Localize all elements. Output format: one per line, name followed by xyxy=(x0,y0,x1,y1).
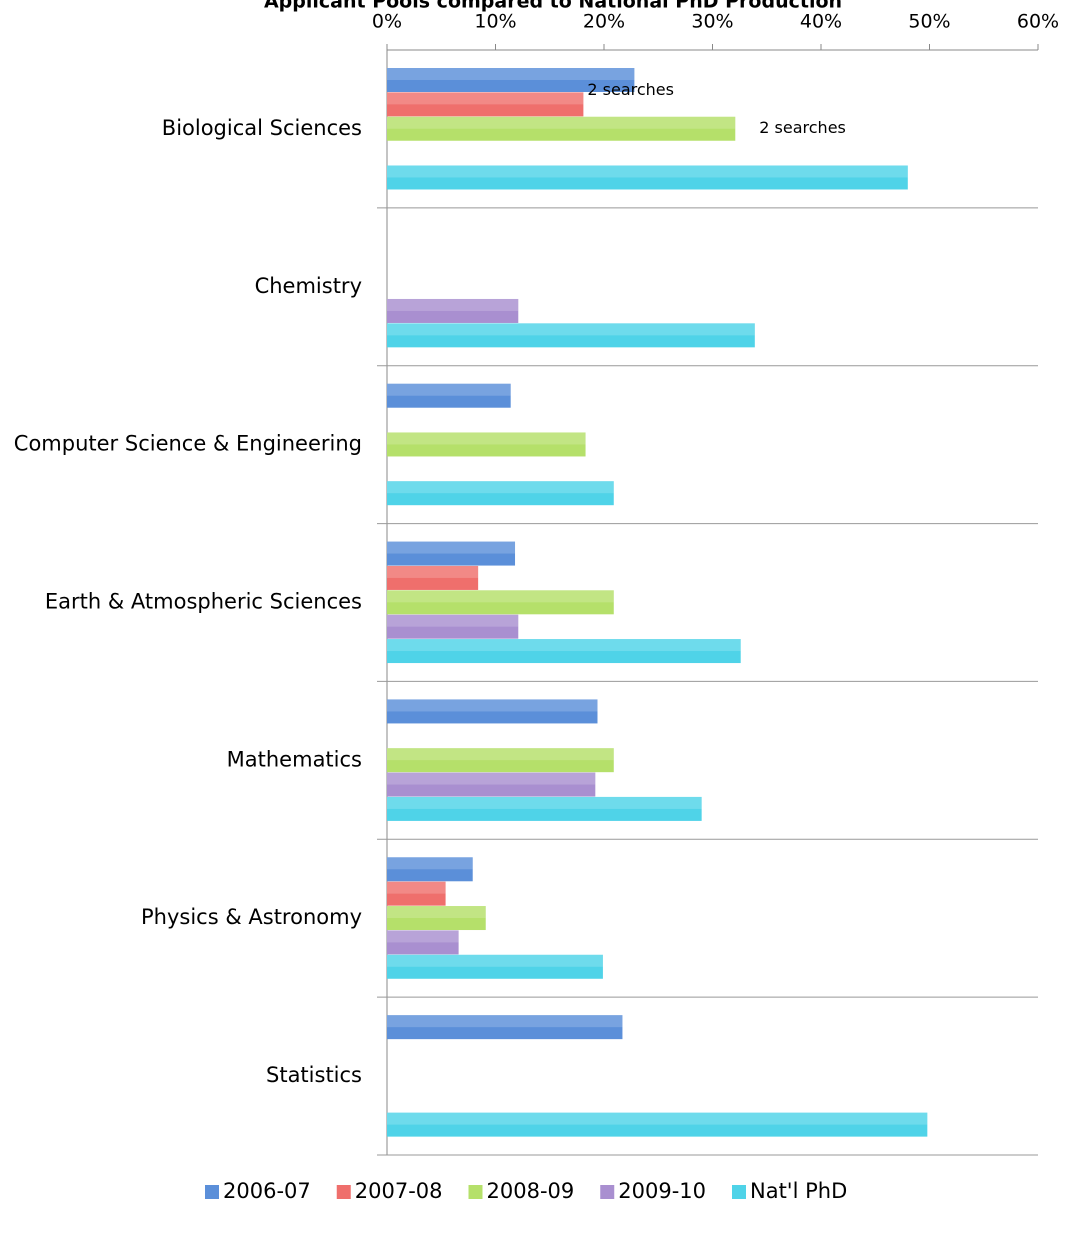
bar xyxy=(387,92,584,117)
bar xyxy=(387,748,614,773)
bar-shine xyxy=(387,796,702,809)
bar-shine xyxy=(387,298,519,311)
bar-shine xyxy=(387,116,736,129)
bar xyxy=(387,541,516,566)
bar-shine xyxy=(387,699,598,712)
bar-shine xyxy=(387,881,446,894)
bar-shine xyxy=(387,906,486,919)
x-tick-label: 20% xyxy=(583,11,625,33)
x-tick-label: 0% xyxy=(372,11,402,33)
bar-shine xyxy=(387,383,511,396)
chart-title: Applicant Pools compared to National PhD… xyxy=(264,0,842,13)
bar xyxy=(387,699,598,724)
legend-swatch xyxy=(600,1185,615,1199)
bar xyxy=(387,930,459,955)
bar-shine xyxy=(387,748,614,761)
bar-shine xyxy=(387,930,459,943)
legend-label: 2006-07 xyxy=(223,1179,311,1203)
y-tick-label: Chemistry xyxy=(255,274,362,298)
bar xyxy=(387,857,473,882)
bar xyxy=(387,565,479,590)
bar xyxy=(387,772,596,797)
bar xyxy=(387,639,741,664)
bar-shine xyxy=(387,857,473,870)
legend-label: 2007-08 xyxy=(355,1179,443,1203)
bar-shine xyxy=(387,565,479,578)
bar xyxy=(387,383,511,408)
bar xyxy=(387,590,614,615)
bar xyxy=(387,432,586,457)
y-tick-label: Earth & Atmospheric Sciences xyxy=(45,590,362,614)
legend-label: 2008-09 xyxy=(487,1179,575,1203)
y-tick-label: Physics & Astronomy xyxy=(141,905,362,929)
bar-shine xyxy=(387,165,908,178)
legend-label: Nat'l PhD xyxy=(750,1179,847,1203)
bar-shine xyxy=(387,92,584,105)
bar xyxy=(387,116,736,141)
annotation: 2 searches xyxy=(759,118,846,137)
legend-swatch xyxy=(732,1185,746,1199)
legend-label: 2009-10 xyxy=(618,1179,706,1203)
bar xyxy=(387,165,908,190)
bar-shine xyxy=(387,1015,623,1028)
bar-shine xyxy=(387,1112,928,1125)
bar-shine xyxy=(387,772,596,785)
legend-swatch xyxy=(336,1185,351,1199)
bar-shine xyxy=(387,541,516,554)
bar xyxy=(387,1015,623,1040)
y-tick-label: Biological Sciences xyxy=(162,116,362,140)
bar-shine xyxy=(387,432,586,445)
bar xyxy=(387,614,519,639)
y-tick-label: Statistics xyxy=(266,1063,362,1087)
bar xyxy=(387,796,702,821)
bar xyxy=(387,881,446,906)
bar-shine xyxy=(387,639,741,652)
legend-swatch xyxy=(205,1185,219,1199)
bar-shine xyxy=(387,68,635,80)
bar xyxy=(387,906,486,931)
bar-shine xyxy=(387,323,755,336)
bar-shine xyxy=(387,481,614,494)
x-tick-label: 10% xyxy=(474,11,516,33)
bar xyxy=(387,323,755,348)
annotation: 2 searches xyxy=(587,80,674,99)
bar xyxy=(387,954,603,979)
bar xyxy=(387,1112,928,1137)
y-tick-label: Mathematics xyxy=(227,747,362,771)
x-tick-label: 40% xyxy=(800,11,842,33)
y-tick-label: Computer Science & Engineering xyxy=(14,432,362,456)
bar-shine xyxy=(387,614,519,627)
bar-shine xyxy=(387,590,614,603)
bar xyxy=(387,298,519,323)
legend-swatch xyxy=(468,1185,483,1199)
bar xyxy=(387,68,635,92)
x-tick-label: 60% xyxy=(1017,11,1059,33)
bar xyxy=(387,481,614,506)
x-tick-label: 50% xyxy=(908,11,950,33)
bar-shine xyxy=(387,954,603,967)
x-tick-label: 30% xyxy=(691,11,733,33)
